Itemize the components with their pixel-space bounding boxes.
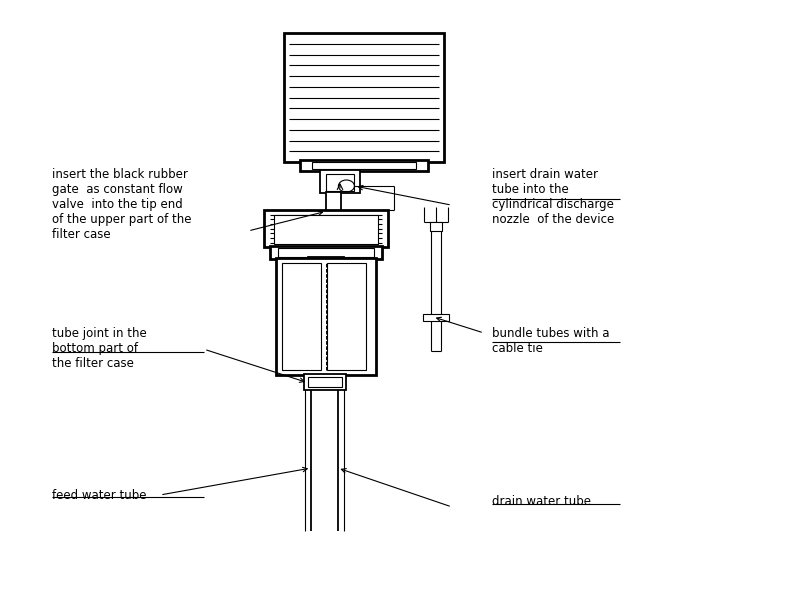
Bar [282, 263, 321, 370]
Text: feed water tube: feed water tube [52, 489, 146, 502]
Bar [423, 314, 449, 321]
Bar [308, 377, 342, 387]
Bar [326, 174, 354, 191]
Bar [308, 257, 344, 262]
Text: tube joint in the
bottom part of
the filter case: tube joint in the bottom part of the fil… [52, 327, 146, 370]
Text: bundle tubes with a
cable tie: bundle tubes with a cable tie [492, 327, 610, 355]
Bar [274, 215, 378, 244]
Bar [276, 258, 376, 375]
Bar [270, 246, 382, 259]
Text: insert the black rubber
gate  as constant flow
valve  into the tip end
of the up: insert the black rubber gate as constant… [52, 168, 191, 241]
Bar [312, 261, 340, 267]
Bar [320, 170, 360, 193]
Bar [326, 192, 341, 211]
Text: drain water tube: drain water tube [492, 495, 591, 508]
Bar [264, 210, 388, 247]
Bar [327, 263, 366, 370]
Bar [430, 222, 442, 231]
Bar [284, 33, 444, 162]
Bar [304, 374, 346, 390]
Bar [300, 160, 428, 171]
Text: insert drain water
tube into the
cylindrical discharge
nozzle  of the device: insert drain water tube into the cylindr… [492, 168, 614, 226]
Bar [278, 248, 374, 257]
Bar [312, 162, 416, 169]
